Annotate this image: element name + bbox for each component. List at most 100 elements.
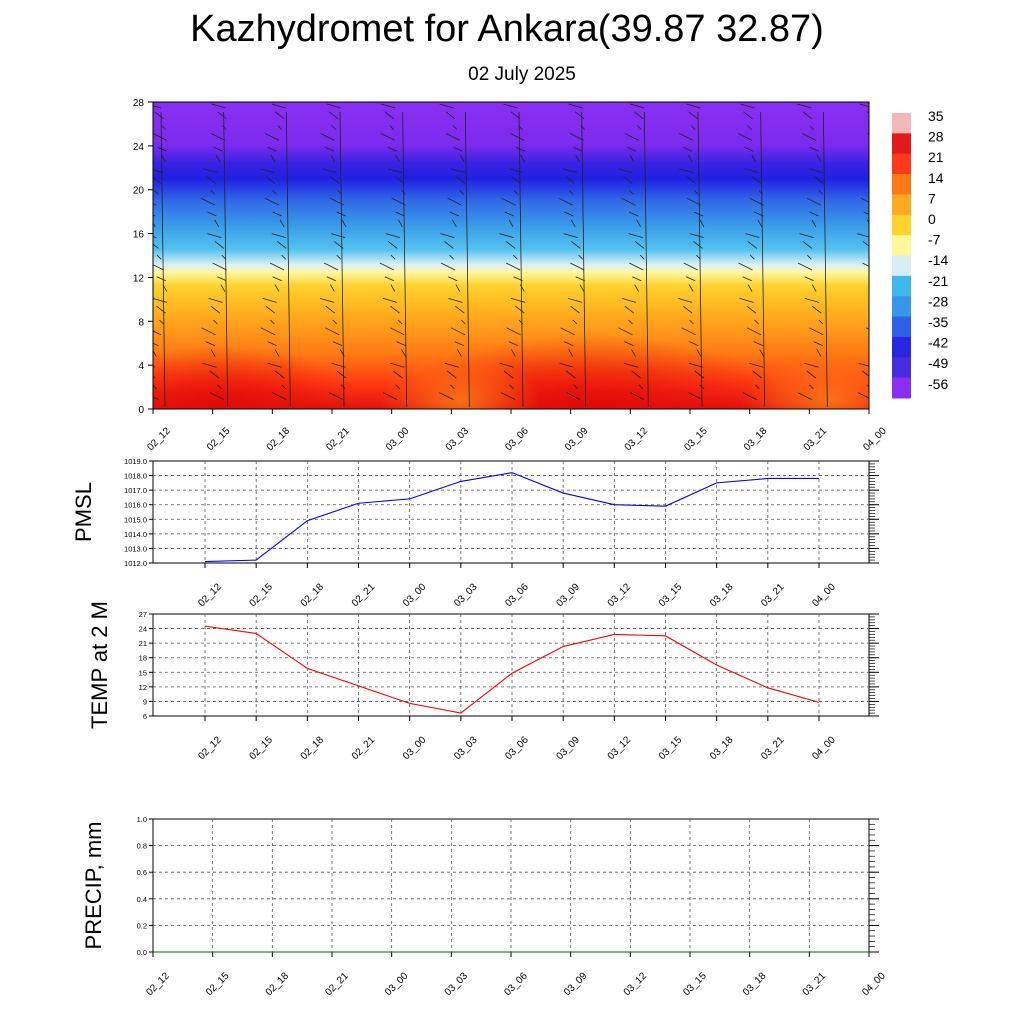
y-tick-label: 16	[133, 230, 145, 241]
x-tick-label: 03_09	[563, 425, 591, 453]
wind-barb-column	[618, 103, 645, 400]
y-tick-label: 0.6	[137, 868, 147, 877]
x-tick-label: 02_21	[323, 970, 351, 998]
y-tick-label: 15	[139, 668, 147, 677]
x-tick-label: 03_09	[562, 970, 590, 998]
x-tick-label: 03_21	[801, 970, 829, 998]
pmsl-panel: 1012.0 1013.0 1014.0 1015.0 1016.0 1017.0 1018…	[71, 457, 879, 609]
y-tick-label: 0.2	[137, 921, 147, 930]
y-tick-label: 1.0	[137, 815, 147, 824]
x-tick-label: 03_03	[452, 581, 480, 609]
y-tick-label: 1018.0	[124, 472, 147, 481]
y-tick-label: 12	[139, 683, 147, 692]
wind-barb-column	[439, 103, 466, 400]
colorbar-swatch	[892, 296, 911, 318]
colorbar-label: -28	[928, 293, 948, 309]
wind-barb-shaft	[822, 111, 828, 408]
y-tick-label: 27	[139, 610, 147, 619]
wind-barb-shaft	[643, 111, 649, 408]
colorbar: 35 28 21 14 7 0 -7 -14 -21 -28 -35 -42 -49 -56	[892, 108, 948, 399]
x-tick-label: 03_15	[681, 970, 709, 998]
temperature-cross-section: 0 4 8 12 16 20 24 28 02_12 02_15 02_18 02_21 03_00 0…	[133, 98, 889, 453]
x-tick-label: 03_03	[444, 425, 472, 453]
x-tick-label: 02_12	[145, 425, 173, 453]
x-tick-label: 02_12	[196, 734, 224, 762]
x-tick-label: 02_18	[265, 425, 293, 453]
x-tick-label: 03_15	[682, 425, 710, 453]
wind-barb-shaft	[697, 111, 703, 408]
x-tick-label: 03_06	[503, 581, 531, 609]
x-tick-label: 02_15	[248, 581, 276, 609]
colorbar-swatch	[892, 336, 911, 358]
x-tick-label: 03_06	[503, 734, 531, 762]
colorbar-label: 28	[928, 129, 944, 145]
colorbar-swatch	[892, 194, 911, 216]
colorbar-label: 7	[928, 190, 936, 206]
y-axis-label: TEMP at 2 M	[87, 601, 112, 729]
colorbar-swatch	[892, 255, 911, 277]
x-tick-label: 03_12	[622, 970, 650, 998]
colorbar-swatch	[892, 357, 911, 379]
series-line	[204, 625, 820, 714]
wind-barb-column	[153, 105, 168, 400]
y-tick-label: 4	[138, 361, 144, 372]
x-tick-label: 03_06	[503, 425, 531, 453]
wind-barb-shaft	[877, 112, 881, 407]
y-tick-label: 1015.0	[124, 515, 147, 524]
wind-barb-shaft	[160, 111, 166, 408]
colorbar-swatch	[892, 214, 911, 236]
colorbar-swatch	[892, 377, 911, 399]
wind-barb-column	[379, 103, 406, 400]
colorbar-label: 14	[928, 170, 944, 186]
colorbar-swatch	[892, 275, 911, 297]
y-tick-label: 1014.0	[124, 530, 147, 539]
wind-barb-shaft	[402, 111, 408, 408]
x-tick-label: 02_18	[264, 970, 292, 998]
colorbar-label: -49	[928, 355, 948, 371]
y-tick-label: 9	[143, 697, 147, 706]
y-tick-label: 12	[133, 273, 145, 284]
wind-barb-shaft	[518, 111, 524, 408]
x-tick-label: 03_15	[657, 581, 685, 609]
x-tick-label: 03_12	[606, 581, 634, 609]
x-tick-label: 03_03	[452, 734, 480, 762]
plot-frame	[152, 460, 870, 564]
x-tick-label: 03_18	[708, 581, 736, 609]
y-tick-label: 1016.0	[124, 501, 147, 510]
x-tick-label: 03_21	[759, 581, 787, 609]
x-tick-label: 03_00	[384, 425, 412, 453]
colorbar-label: -21	[928, 273, 948, 289]
x-tick-label: 03_18	[708, 734, 736, 762]
x-tick-label: 03_06	[502, 970, 530, 998]
x-tick-label: 02_15	[248, 734, 276, 762]
wind-barb-column	[558, 103, 585, 400]
y-tick-label: 1017.0	[124, 486, 147, 495]
wind-barbs	[153, 103, 881, 408]
colorbar-label: -42	[928, 335, 948, 351]
precip-panel: 0.0 0.2 0.4 0.6 0.8 1.0 02_12 02_15 02_18 02_21 03…	[81, 815, 888, 998]
colorbar-swatch	[892, 133, 911, 155]
x-tick-label: 03_21	[802, 425, 830, 453]
x-tick-label: 04_00	[810, 581, 838, 609]
x-tick-label: 03_18	[742, 425, 770, 453]
colorbar-label: 35	[928, 108, 944, 124]
y-tick-label: 1013.0	[124, 544, 147, 553]
x-tick-label: 03_12	[623, 425, 651, 453]
y-tick-label: 28	[133, 98, 145, 109]
wind-barb-shaft	[464, 111, 470, 408]
wind-barb-shaft	[339, 111, 345, 408]
colorbar-label: -35	[928, 314, 948, 330]
x-tick-label: 03_15	[657, 734, 685, 762]
plot-frame	[152, 613, 870, 717]
colorbar-label: -56	[928, 376, 948, 392]
x-tick-label: 03_09	[555, 581, 583, 609]
wind-barb-shaft	[223, 111, 229, 408]
wind-barb-column	[856, 103, 869, 399]
wind-barb-column	[200, 103, 227, 400]
colorbar-swatch	[892, 235, 911, 256]
x-tick-label: 03_00	[401, 581, 429, 609]
colorbar-swatch	[892, 153, 911, 175]
chart-title: Kazhydromet for Ankara(39.87 32.87)	[190, 8, 824, 50]
wind-barb-shaft	[285, 111, 291, 408]
